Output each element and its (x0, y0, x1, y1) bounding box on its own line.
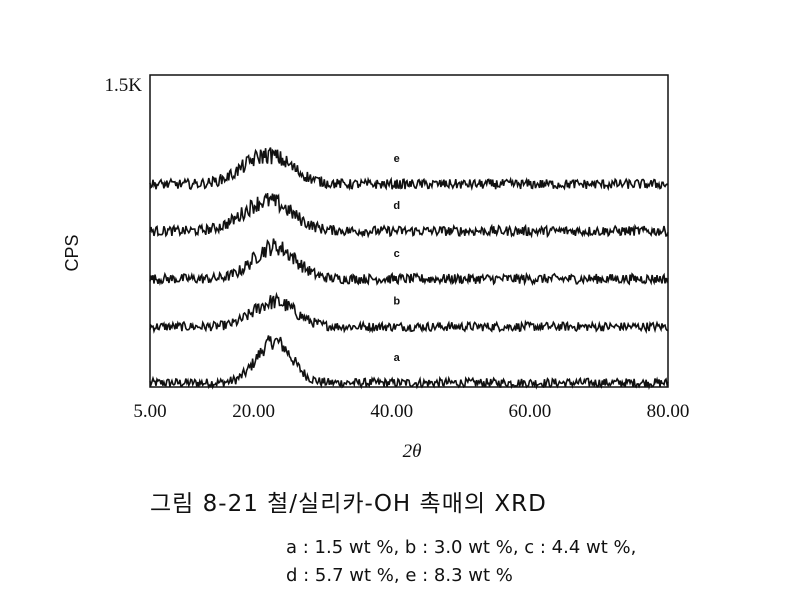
series-label-d: d (393, 200, 400, 212)
series-label-layer: a b c d e (393, 153, 400, 364)
x-tick-layer: 5.00 20.00 40.00 60.00 80.00 (133, 401, 689, 422)
series-label-b: b (393, 296, 400, 308)
series-label-e: e (394, 153, 400, 165)
y-tick-label: 1.5K (105, 75, 143, 96)
legend-line-1: a : 1.5 wt %, b : 3.0 wt %, c : 4.4 wt %… (286, 537, 637, 558)
series-line-c (149, 238, 669, 287)
series-line-d (149, 192, 669, 239)
x-tick-label: 5.00 (133, 401, 166, 422)
figure-caption: 그림 8-21 철/실리카-OH 촉매의 XRD (150, 491, 547, 517)
y-axis-label: CPS (62, 234, 82, 271)
x-axis-label: 2θ (403, 441, 422, 462)
x-tick-label: 80.00 (647, 401, 690, 422)
series-layer (149, 147, 669, 391)
series-label-c: c (394, 248, 400, 260)
x-tick-label: 60.00 (508, 401, 551, 422)
series-line-a (149, 335, 669, 391)
series-line-b (149, 291, 669, 334)
x-tick-label: 40.00 (370, 401, 413, 422)
series-line-e (149, 147, 669, 192)
legend-line-2: d : 5.7 wt %, e : 8.3 wt % (286, 565, 513, 586)
series-label-a: a (394, 352, 401, 364)
x-tick-label: 20.00 (232, 401, 275, 422)
